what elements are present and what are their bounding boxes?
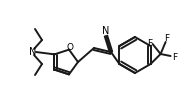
Text: N: N	[29, 47, 37, 57]
Text: F: F	[164, 33, 169, 43]
Text: O: O	[67, 43, 74, 52]
Text: F: F	[147, 39, 152, 48]
Text: N: N	[102, 26, 110, 36]
Text: F: F	[172, 53, 177, 61]
